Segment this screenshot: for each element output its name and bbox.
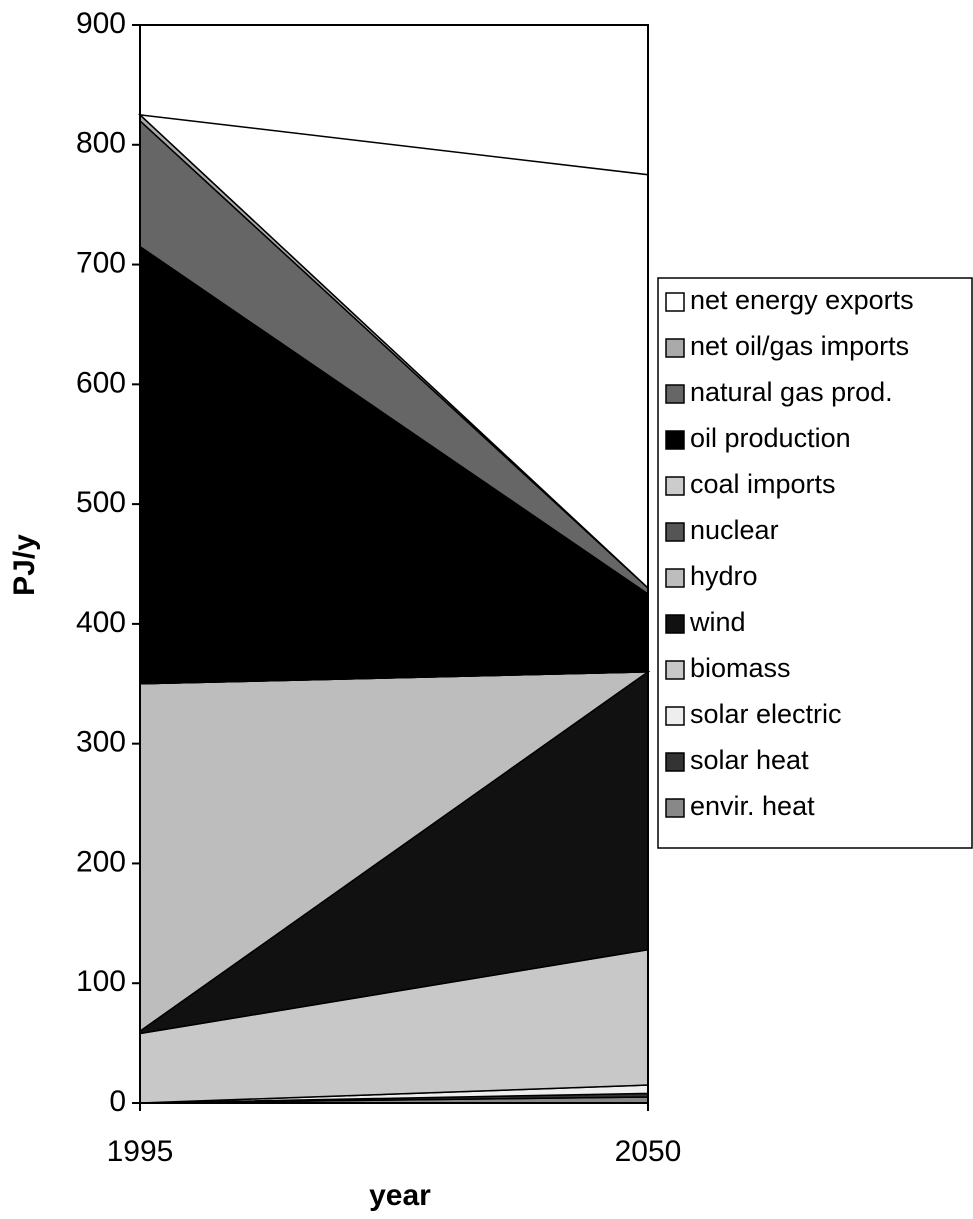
y-tick-label: 800 <box>76 127 126 160</box>
legend-label: envir. heat <box>690 791 815 821</box>
legend-label: solar electric <box>690 699 842 729</box>
y-tick-label: 200 <box>76 845 126 878</box>
plot-frame <box>139 24 649 1104</box>
y-tick-label: 500 <box>76 486 126 519</box>
legend-swatch <box>665 292 685 312</box>
legend-swatch <box>665 476 685 496</box>
x-tick-label: 2050 <box>615 1135 682 1168</box>
legend-swatch <box>665 706 685 726</box>
legend-label: natural gas prod. <box>690 377 893 407</box>
legend-swatch <box>665 522 685 542</box>
y-tick-label: 400 <box>76 606 126 639</box>
legend-label: coal imports <box>690 469 836 499</box>
y-tick-label: 0 <box>109 1085 126 1118</box>
legend-swatch <box>665 752 685 772</box>
legend-label: solar heat <box>690 745 809 775</box>
legend-label: biomass <box>690 653 791 683</box>
legend-label: hydro <box>690 561 758 591</box>
legend-swatch <box>665 338 685 358</box>
x-tick-label: 1995 <box>107 1135 174 1168</box>
legend-label: wind <box>689 607 746 637</box>
legend-swatch <box>665 660 685 680</box>
legend-swatch <box>665 430 685 450</box>
legend-swatch <box>665 798 685 818</box>
y-tick-label: 900 <box>76 7 126 40</box>
y-tick-label: 600 <box>76 366 126 399</box>
legend-swatch <box>665 384 685 404</box>
legend-swatch <box>665 614 685 634</box>
legend-label: oil production <box>690 423 851 453</box>
legend-swatch <box>665 568 685 588</box>
y-tick-label: 100 <box>76 965 126 998</box>
y-tick-label: 300 <box>76 726 126 759</box>
y-axis-label: PJ/y <box>8 534 41 596</box>
legend-label: nuclear <box>690 515 779 545</box>
legend-label: net energy exports <box>690 285 914 315</box>
x-axis-label: year <box>369 1179 431 1212</box>
legend-label: net oil/gas imports <box>690 331 909 361</box>
legend-box <box>657 277 973 849</box>
y-tick-label: 700 <box>76 246 126 279</box>
